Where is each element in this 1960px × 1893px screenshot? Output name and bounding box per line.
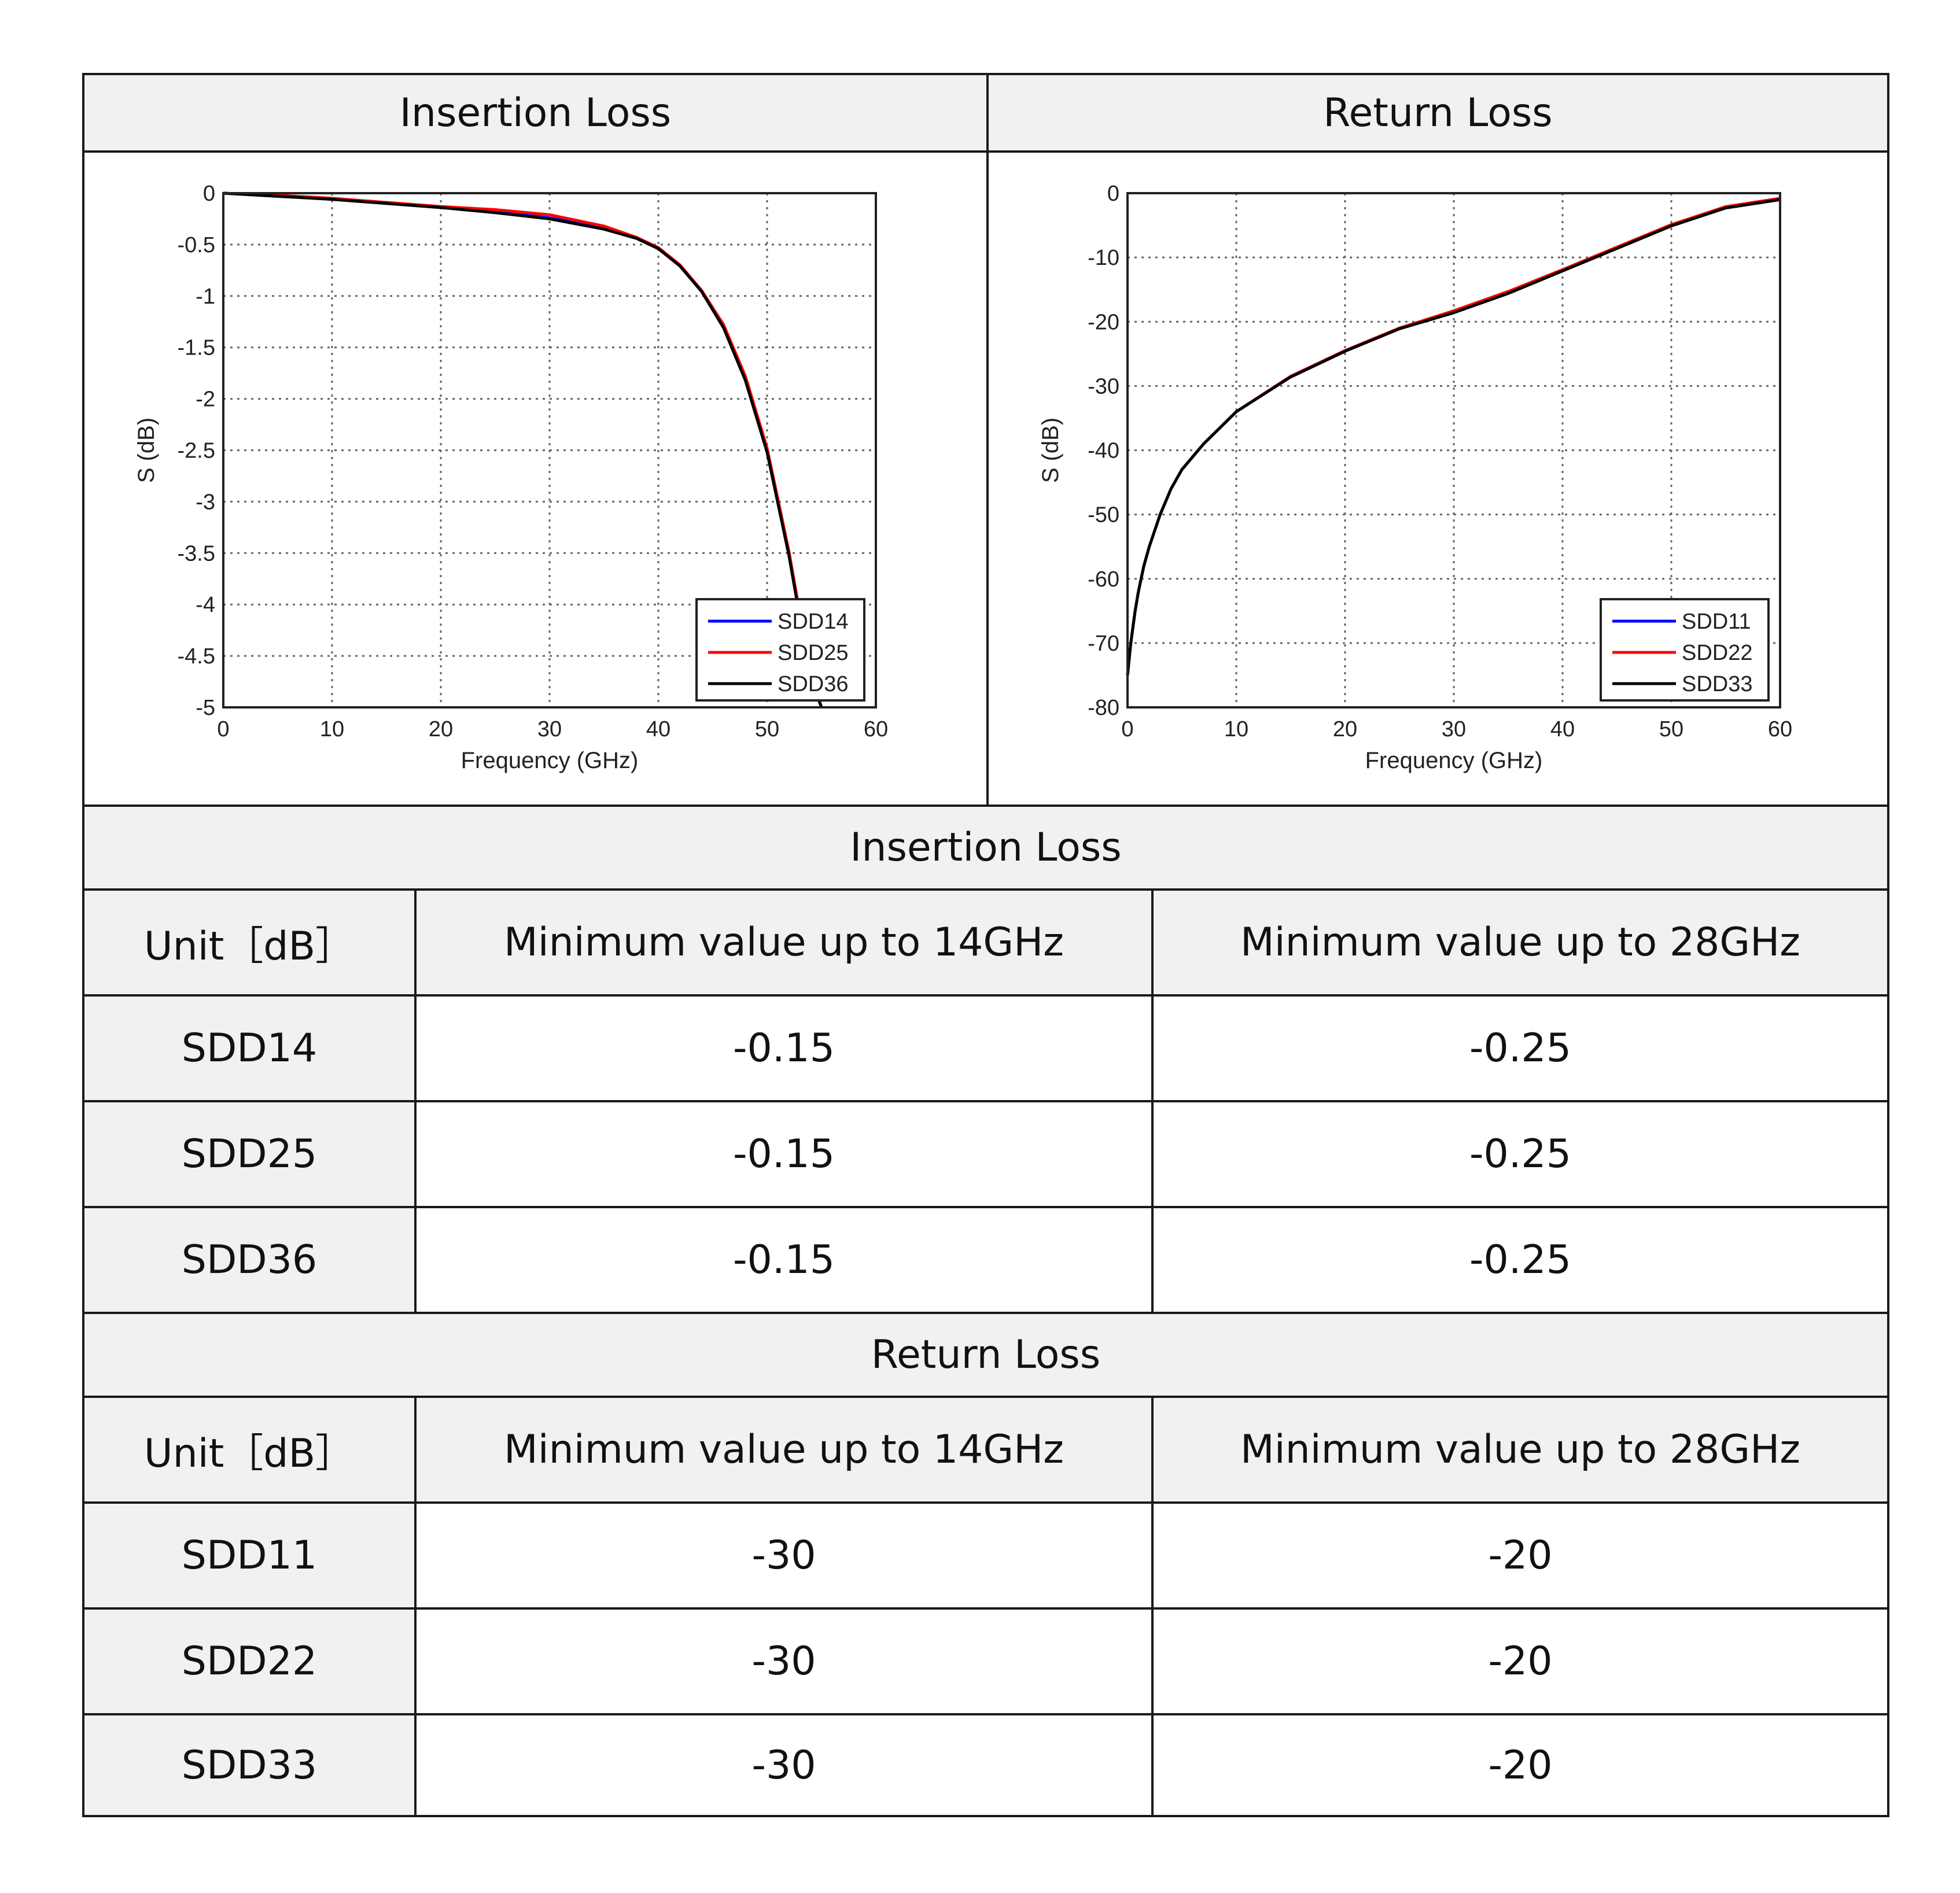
- x-tick-label: 50: [755, 717, 779, 741]
- legend-label-sdd36: SDD36: [778, 672, 849, 696]
- y-axis-label: S (dB): [134, 418, 159, 483]
- row-label: SDD25: [84, 1102, 417, 1206]
- y-tick-label: -2.5: [178, 439, 215, 463]
- axes-frame: [222, 192, 877, 709]
- axes-frame: [1126, 192, 1781, 709]
- table-row: SDD22 -30 -20: [84, 1610, 1887, 1715]
- col-28ghz-header: Minimum value up to 28GHz: [1154, 1398, 1887, 1501]
- x-tick-label: 40: [646, 717, 670, 741]
- col-28ghz-header: Minimum value up to 28GHz: [1154, 891, 1887, 994]
- value-28ghz: -20: [1488, 1639, 1553, 1684]
- y-tick-label: -4: [196, 593, 215, 617]
- spec-table: Insertion Loss Return Loss 0 10 20 30 40 50 60…: [82, 73, 1889, 1817]
- value-28ghz: -0.25: [1469, 1237, 1571, 1283]
- return-loss-chart-cell: 0 10 20 30 40 50 60 0 -10 -20 -30 -40 -50 -60 -70 -80 Fr…: [989, 153, 1887, 805]
- x-tick-label: 10: [320, 717, 344, 741]
- unit-header: Unit［dB］: [84, 1398, 417, 1501]
- y-tick-label: -60: [1088, 567, 1119, 592]
- x-axis-label: Frequency (GHz): [461, 748, 639, 773]
- y-tick-label: -1.5: [178, 336, 215, 360]
- legend-label-sdd33: SDD33: [1682, 672, 1753, 696]
- y-tick-label: -0.5: [178, 233, 215, 257]
- row-label: SDD33: [84, 1715, 417, 1815]
- x-tick-label: 40: [1550, 717, 1575, 741]
- value-14ghz: -0.15: [417, 997, 1154, 1100]
- return-table-title-row: Return Loss: [84, 1314, 1887, 1398]
- y-tick-label: 0: [203, 182, 215, 206]
- return-table-header-row: Unit［dB］ Minimum value up to 14GHz Minim…: [84, 1398, 1887, 1504]
- legend-label-sdd22: SDD22: [1682, 641, 1753, 665]
- insertion-table-header-row: Unit［dB］ Minimum value up to 14GHz Minim…: [84, 891, 1887, 997]
- x-tick-label: 0: [217, 717, 229, 741]
- value-28ghz: -20: [1488, 1533, 1553, 1578]
- return-loss-chart: 0 10 20 30 40 50 60 0 -10 -20 -30 -40 -50 -60 -70 -80 Fr…: [1038, 182, 1792, 773]
- return-loss-header: Return Loss: [989, 75, 1887, 150]
- table-row: SDD11 -30 -20: [84, 1504, 1887, 1610]
- row-label: SDD11: [84, 1504, 417, 1607]
- x-tick-label: 50: [1659, 717, 1683, 741]
- legend-label-sdd11: SDD11: [1682, 610, 1751, 634]
- x-tick-label: 10: [1224, 717, 1248, 741]
- y-tick-label: -40: [1088, 439, 1119, 463]
- value-28ghz: -0.25: [1469, 1025, 1571, 1071]
- y-tick-label: -2: [196, 388, 215, 412]
- table-row: SDD14 -0.15 -0.25: [84, 997, 1887, 1102]
- y-tick-label: 0: [1107, 182, 1119, 206]
- y-tick-label: -70: [1088, 632, 1119, 656]
- unit-header: Unit［dB］: [84, 891, 417, 994]
- y-tick-label: -1: [196, 285, 215, 309]
- y-tick-label: -80: [1088, 696, 1119, 720]
- y-axis-label: S (dB): [1038, 418, 1063, 483]
- chart-header-row: Insertion Loss Return Loss: [84, 75, 1887, 153]
- x-tick-label: 20: [429, 717, 453, 741]
- y-tick-label: -20: [1088, 310, 1119, 334]
- x-tick-label: 20: [1333, 717, 1357, 741]
- x-axis-label: Frequency (GHz): [1365, 748, 1543, 773]
- value-14ghz: -0.15: [417, 1208, 1154, 1312]
- series-line-sdd36: [223, 191, 823, 708]
- value-14ghz: -30: [417, 1610, 1154, 1713]
- insertion-loss-header: Insertion Loss: [84, 75, 989, 150]
- value-28ghz: -0.25: [1469, 1131, 1571, 1177]
- series-line-sdd33: [1126, 198, 1781, 676]
- x-tick-label: 30: [537, 717, 562, 741]
- y-tick-label: -30: [1088, 374, 1119, 398]
- y-tick-label: -5: [196, 696, 215, 720]
- insertion-table-title: Insertion Loss: [84, 807, 1887, 888]
- row-label: SDD36: [84, 1208, 417, 1312]
- table-row: SDD25 -0.15 -0.25: [84, 1102, 1887, 1208]
- value-14ghz: -30: [417, 1504, 1154, 1607]
- value-28ghz: -20: [1488, 1742, 1553, 1788]
- row-label: SDD14: [84, 997, 417, 1100]
- y-tick-label: -3.5: [178, 541, 215, 566]
- legend-label-sdd25: SDD25: [778, 641, 849, 665]
- col-14ghz-header: Minimum value up to 14GHz: [417, 891, 1154, 994]
- x-tick-label: 60: [864, 717, 888, 741]
- y-tick-label: -3: [196, 490, 215, 514]
- value-14ghz: -0.15: [417, 1102, 1154, 1206]
- y-tick-label: -4.5: [178, 644, 215, 669]
- table-row: SDD36 -0.15 -0.25: [84, 1208, 1887, 1314]
- return-table-title: Return Loss: [84, 1314, 1887, 1396]
- chart-row: 0 10 20 30 40 50 60 0 -0.5 -1 -1.5 -2 -2.5 -3 -3.5 -4 -4…: [84, 153, 1887, 807]
- table-row: SDD33 -30 -20: [84, 1715, 1887, 1815]
- col-14ghz-header: Minimum value up to 14GHz: [417, 1398, 1154, 1501]
- y-tick-label: -10: [1088, 246, 1119, 270]
- x-tick-label: 0: [1121, 717, 1133, 741]
- x-tick-label: 30: [1442, 717, 1466, 741]
- legend-label-sdd14: SDD14: [778, 610, 849, 634]
- value-14ghz: -30: [417, 1715, 1154, 1815]
- y-tick-label: -50: [1088, 503, 1119, 527]
- insertion-loss-chart: 0 10 20 30 40 50 60 0 -0.5 -1 -1.5 -2 -2.5 -3 -3.5 -4 -4…: [134, 182, 888, 773]
- insertion-loss-chart-cell: 0 10 20 30 40 50 60 0 -0.5 -1 -1.5 -2 -2.5 -3 -3.5 -4 -4…: [84, 153, 989, 805]
- x-tick-label: 60: [1768, 717, 1792, 741]
- insertion-table-title-row: Insertion Loss: [84, 807, 1887, 891]
- row-label: SDD22: [84, 1610, 417, 1713]
